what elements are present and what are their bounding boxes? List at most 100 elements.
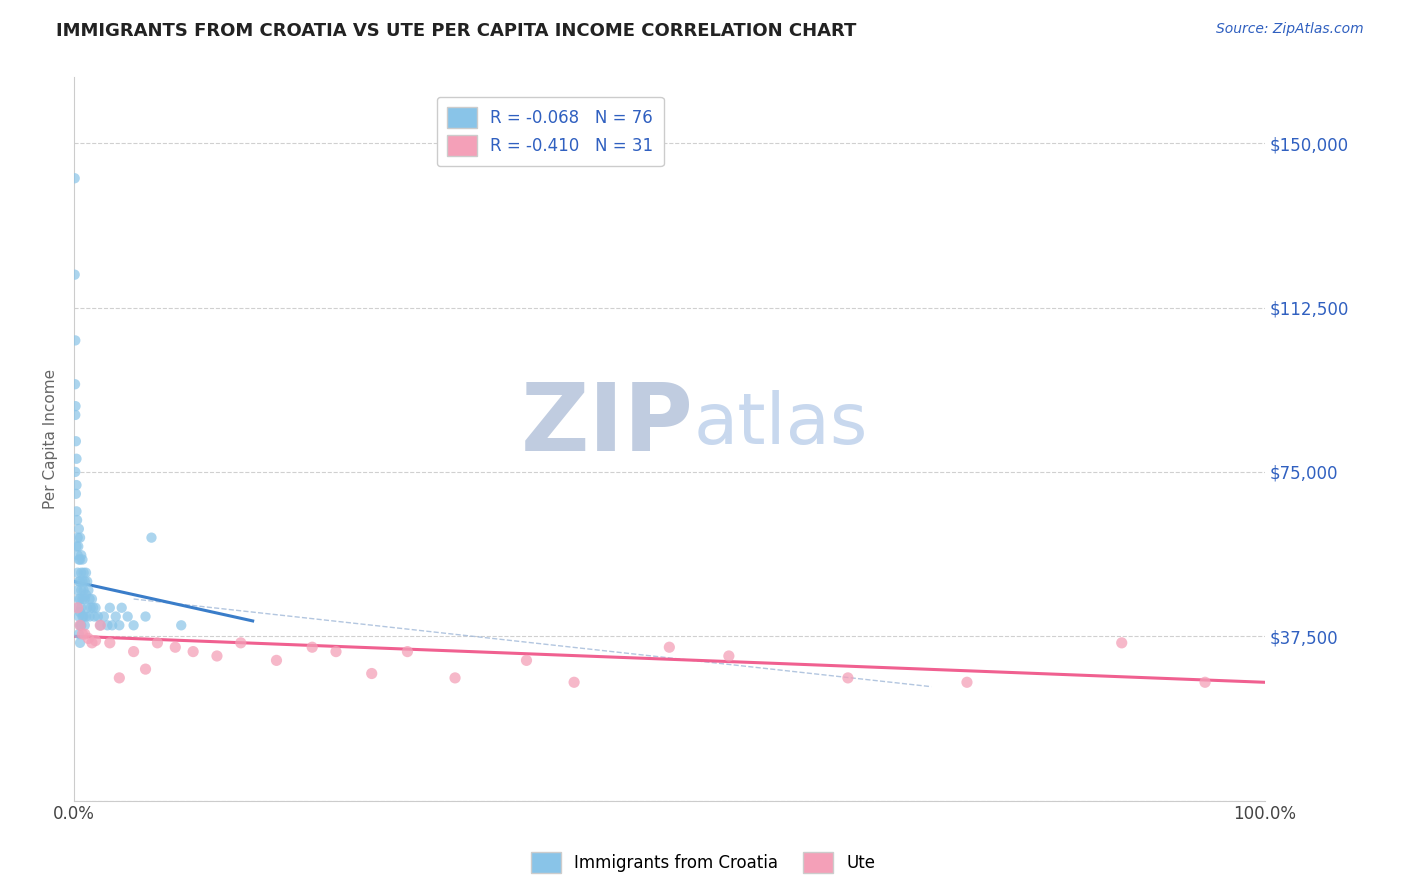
- Point: [75, 588, 97, 602]
- Point: [63, 171, 86, 186]
- Point: [108, 671, 131, 685]
- Point: [84, 600, 107, 615]
- Point: [65, 504, 87, 518]
- Point: [98, 600, 121, 615]
- Point: [72, 627, 94, 641]
- Text: atlas: atlas: [693, 390, 868, 459]
- Point: [84, 633, 107, 648]
- Point: [69, 636, 91, 650]
- Point: [73, 627, 96, 641]
- Point: [70, 583, 93, 598]
- Point: [69, 574, 91, 589]
- Point: [80, 592, 103, 607]
- Point: [229, 636, 252, 650]
- Point: [80, 600, 103, 615]
- Point: [66, 566, 89, 580]
- Point: [1194, 675, 1216, 690]
- Point: [72, 609, 94, 624]
- Point: [72, 592, 94, 607]
- Point: [65, 434, 87, 449]
- Point: [396, 644, 419, 658]
- Point: [72, 574, 94, 589]
- Point: [70, 618, 93, 632]
- Point: [562, 675, 585, 690]
- Point: [77, 583, 100, 598]
- Point: [122, 618, 145, 632]
- Point: [63, 377, 86, 392]
- Point: [141, 531, 163, 545]
- Point: [301, 640, 323, 655]
- Point: [93, 609, 115, 624]
- Point: [75, 609, 97, 624]
- Point: [63, 268, 86, 282]
- Point: [75, 566, 97, 580]
- Point: [67, 522, 90, 536]
- Point: [73, 618, 96, 632]
- Point: [165, 640, 187, 655]
- Point: [122, 644, 145, 658]
- Point: [70, 600, 93, 615]
- Point: [79, 592, 101, 607]
- Legend: R = -0.068   N = 76, R = -0.410   N = 31: R = -0.068 N = 76, R = -0.410 N = 31: [437, 96, 664, 166]
- Point: [72, 552, 94, 566]
- Point: [73, 574, 96, 589]
- Point: [66, 513, 89, 527]
- Point: [444, 671, 467, 685]
- Point: [67, 574, 90, 589]
- Point: [72, 583, 94, 598]
- Point: [89, 618, 111, 632]
- Text: IMMIGRANTS FROM CROATIA VS UTE PER CAPITA INCOME CORRELATION CHART: IMMIGRANTS FROM CROATIA VS UTE PER CAPIT…: [56, 22, 856, 40]
- Point: [70, 566, 93, 580]
- Point: [170, 618, 193, 632]
- Text: ZIP: ZIP: [520, 378, 693, 471]
- Point: [181, 644, 204, 658]
- Point: [66, 583, 89, 598]
- Point: [146, 636, 169, 650]
- Point: [65, 465, 87, 479]
- Y-axis label: Per Capita Income: Per Capita Income: [44, 369, 58, 509]
- Point: [65, 399, 87, 413]
- Point: [65, 540, 87, 554]
- Point: [67, 540, 90, 554]
- Point: [658, 640, 681, 655]
- Point: [104, 609, 127, 624]
- Point: [76, 600, 98, 615]
- Point: [1111, 636, 1133, 650]
- Point: [67, 592, 90, 607]
- Point: [65, 487, 87, 501]
- Text: Source: ZipAtlas.com: Source: ZipAtlas.com: [1216, 22, 1364, 37]
- Point: [69, 618, 91, 632]
- Point: [101, 618, 124, 632]
- Point: [73, 592, 96, 607]
- Point: [67, 609, 90, 624]
- Point: [956, 675, 979, 690]
- Point: [135, 662, 157, 676]
- Point: [72, 609, 94, 624]
- Point: [89, 618, 111, 632]
- Point: [69, 618, 91, 632]
- Point: [135, 609, 157, 624]
- Point: [111, 600, 134, 615]
- Point: [65, 334, 87, 348]
- Point: [67, 552, 90, 566]
- Point: [72, 566, 94, 580]
- Point: [266, 653, 288, 667]
- Point: [80, 636, 103, 650]
- Point: [66, 531, 89, 545]
- Point: [717, 648, 740, 663]
- Point: [96, 618, 118, 632]
- Point: [69, 552, 91, 566]
- Point: [325, 644, 347, 658]
- Point: [76, 574, 98, 589]
- Point: [79, 609, 101, 624]
- Point: [117, 609, 139, 624]
- Point: [83, 609, 105, 624]
- Point: [67, 627, 90, 641]
- Point: [66, 600, 89, 615]
- Legend: Immigrants from Croatia, Ute: Immigrants from Croatia, Ute: [524, 846, 882, 880]
- Point: [837, 671, 859, 685]
- Point: [66, 600, 89, 615]
- Point: [77, 632, 100, 646]
- Point: [69, 605, 91, 619]
- Point: [82, 600, 104, 615]
